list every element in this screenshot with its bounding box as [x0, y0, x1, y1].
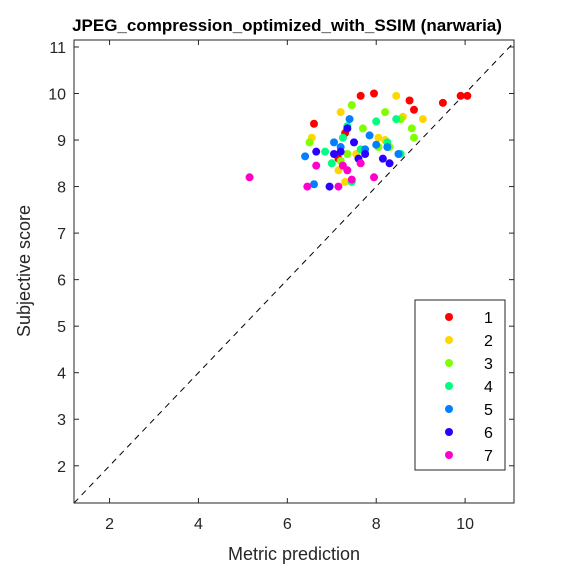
- data-point-series-2: [336, 108, 345, 117]
- data-point-series-4: [372, 117, 381, 126]
- data-point-series-3: [410, 133, 418, 142]
- legend-label: 4: [484, 379, 493, 396]
- data-point-series-2: [374, 133, 383, 142]
- data-point-series-1: [438, 98, 447, 107]
- data-point-series-1: [405, 96, 414, 105]
- data-point-series-5: [394, 150, 403, 159]
- legend-marker: [445, 382, 453, 390]
- data-point-series-2: [418, 115, 427, 124]
- legend-label: 2: [484, 333, 493, 350]
- data-point-series-6: [336, 147, 345, 156]
- x-tick-label: 4: [194, 516, 203, 533]
- data-point-series-7: [303, 182, 312, 191]
- data-point-series-1: [310, 119, 318, 128]
- data-point-series-4: [392, 115, 401, 124]
- data-point-series-4: [338, 133, 347, 142]
- y-tick-label: 10: [48, 87, 66, 104]
- legend-marker: [445, 313, 453, 321]
- plot-frame: [73, 39, 515, 504]
- data-point-series-7: [312, 161, 321, 170]
- legend: 1 2 3 4 5 6 7: [414, 299, 506, 471]
- legend-marker: [445, 428, 453, 436]
- data-point-series-1: [463, 91, 472, 100]
- data-point-series-3: [347, 101, 356, 110]
- data-point-series-6: [361, 150, 370, 159]
- data-point-series-5: [330, 138, 338, 147]
- data-point-series-3: [305, 138, 314, 147]
- y-tick-label: 4: [57, 366, 66, 383]
- data-point-series-7: [334, 182, 343, 191]
- legend-label: 1: [484, 310, 493, 327]
- data-point-series-5: [345, 115, 354, 124]
- chart-title: JPEG_compression_optimized_with_SSIM (na…: [72, 16, 502, 35]
- y-tick-label: 2: [57, 459, 66, 476]
- legend-box: [414, 299, 506, 471]
- data-point-series-5: [310, 180, 318, 189]
- y-tick-label: 7: [57, 226, 66, 243]
- legend-marker: [445, 451, 453, 459]
- x-axis-ticks: 2 4 6 8 10: [105, 40, 474, 533]
- data-point-series-3: [381, 108, 390, 117]
- legend-label: 7: [484, 448, 493, 465]
- data-point-series-6: [378, 154, 387, 163]
- data-point-series-2: [392, 91, 401, 100]
- data-point-series-6: [312, 147, 321, 156]
- data-point-series-7: [245, 173, 254, 182]
- data-point-series-7: [343, 166, 352, 175]
- y-tick-label: 11: [49, 40, 66, 57]
- data-points-group: [245, 89, 472, 191]
- x-tick-label: 8: [372, 516, 381, 533]
- y-tick-label: 3: [57, 412, 66, 429]
- x-tick-label: 10: [456, 516, 474, 533]
- data-point-series-7: [347, 175, 356, 184]
- reference-diagonal-line: [73, 41, 515, 504]
- data-point-series-6: [350, 138, 358, 147]
- legend-entries: 1 2 3 4 5 6 7: [445, 310, 493, 465]
- data-point-series-7: [356, 159, 365, 168]
- legend-label: 6: [484, 425, 493, 442]
- data-point-series-3: [358, 124, 367, 133]
- data-point-series-1: [456, 91, 465, 100]
- data-point-series-6: [343, 124, 352, 133]
- data-point-series-5: [372, 140, 381, 149]
- data-point-series-5: [365, 131, 374, 140]
- data-point-series-1: [410, 105, 418, 114]
- x-axis-label: Metric prediction: [228, 544, 360, 564]
- x-tick-label: 2: [105, 516, 114, 533]
- data-point-series-5: [383, 143, 392, 152]
- data-point-series-3: [343, 150, 352, 159]
- data-point-series-2: [341, 177, 350, 186]
- data-point-series-1: [356, 91, 365, 100]
- legend-label: 5: [484, 402, 493, 419]
- x-tick-label: 6: [283, 516, 292, 533]
- y-axis-ticks: 2 3 4 5 6 7 8 9 10 11: [48, 40, 514, 476]
- legend-marker: [445, 405, 453, 413]
- data-point-series-4: [321, 147, 330, 156]
- legend-marker: [445, 336, 453, 344]
- data-point-series-6: [325, 182, 334, 191]
- y-tick-label: 8: [57, 180, 66, 197]
- legend-marker: [445, 359, 453, 367]
- y-tick-label: 9: [57, 133, 66, 150]
- y-tick-label: 5: [57, 319, 66, 336]
- legend-label: 3: [484, 356, 493, 373]
- data-point-series-4: [327, 159, 336, 168]
- data-point-series-6: [385, 159, 394, 168]
- y-axis-label: Subjective score: [14, 205, 34, 337]
- data-point-series-1: [370, 89, 378, 98]
- y-tick-label: 6: [57, 273, 66, 290]
- data-point-series-5: [301, 152, 310, 161]
- data-point-series-3: [407, 124, 416, 133]
- data-point-series-7: [370, 173, 378, 182]
- data-point-series-6: [330, 150, 338, 159]
